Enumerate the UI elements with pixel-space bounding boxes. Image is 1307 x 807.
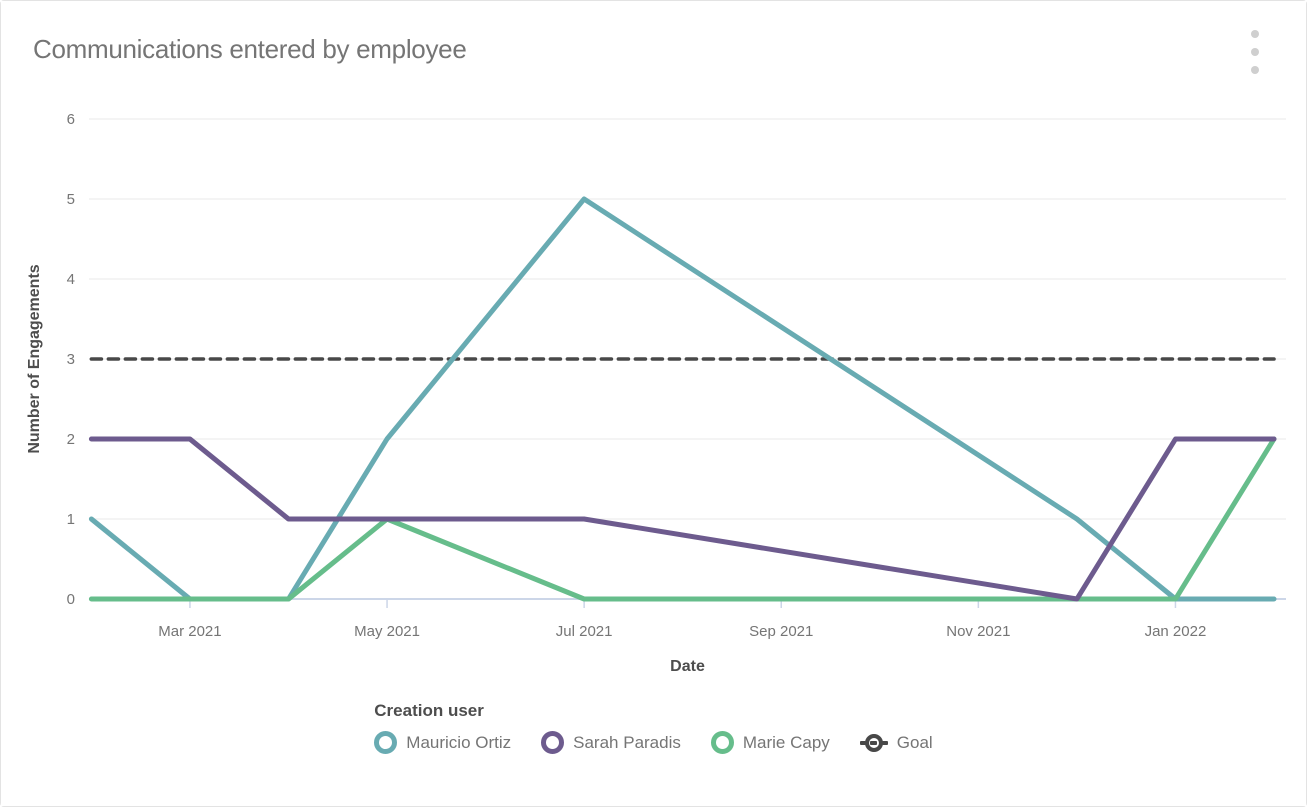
- line-chart-plot-area: Mar 2021 May 2021 Jul 2021 Sep 2021 Nov 2021…: [26, 111, 1286, 675]
- x-tick-label-nov-2021: Nov 2021: [946, 623, 1010, 640]
- y-tick-label-5: 5: [67, 191, 75, 208]
- series-ring-icon: [710, 731, 734, 754]
- y-tick-label-4: 4: [67, 271, 75, 288]
- y-tick-label-0: 0: [67, 591, 75, 608]
- legend-label: Mauricio Ortiz: [406, 732, 512, 752]
- chart-legend: Creation user Mauricio Ortiz Sarah Parad…: [1, 701, 1306, 754]
- kebab-menu-icon[interactable]: [1242, 28, 1268, 76]
- x-tick-label-sep-2021: Sep 2021: [749, 623, 813, 640]
- legend-item-marie-capy[interactable]: Marie Capy: [710, 731, 830, 754]
- series-line-marie-capy[interactable]: [88, 436, 1277, 602]
- x-tick-label-jul-2021: Jul 2021: [556, 623, 613, 640]
- series-line-mauricio-ortiz[interactable]: [88, 196, 1277, 602]
- x-tick-label-jan-2022: Jan 2022: [1145, 623, 1207, 640]
- chart-title: Communications entered by employee: [33, 34, 467, 64]
- legend-item-sarah-paradis[interactable]: Sarah Paradis: [541, 731, 681, 754]
- legend-row: Mauricio Ortiz Sarah Paradis Marie Capy …: [374, 731, 933, 754]
- x-tick-label-may-2021: May 2021: [354, 623, 420, 640]
- series-ring-icon: [374, 731, 398, 754]
- x-tick-label-mar-2021: Mar 2021: [158, 623, 221, 640]
- y-tick-label-6: 6: [67, 111, 75, 128]
- legend-item-goal[interactable]: Goal: [859, 732, 933, 753]
- y-tick-label-1: 1: [67, 511, 75, 528]
- legend-label: Marie Capy: [742, 732, 830, 752]
- series-line-sarah-paradis[interactable]: [88, 436, 1277, 602]
- legend-item-mauricio-ortiz[interactable]: Mauricio Ortiz: [374, 731, 511, 754]
- x-axis-title: Date: [670, 658, 705, 675]
- kebab-dot: [1251, 66, 1259, 74]
- series-ring-icon: [541, 731, 565, 754]
- legend-title: Creation user: [374, 701, 484, 720]
- y-tick-label-2: 2: [67, 431, 75, 448]
- goal-dashed-line-icon: [859, 733, 888, 752]
- y-tick-label-3: 3: [67, 351, 75, 368]
- kebab-dot: [1251, 48, 1259, 56]
- kebab-dot: [1251, 30, 1259, 38]
- y-axis-title: Number of Engagements: [26, 264, 43, 453]
- legend-label: Sarah Paradis: [573, 732, 681, 752]
- legend-label: Goal: [896, 732, 933, 752]
